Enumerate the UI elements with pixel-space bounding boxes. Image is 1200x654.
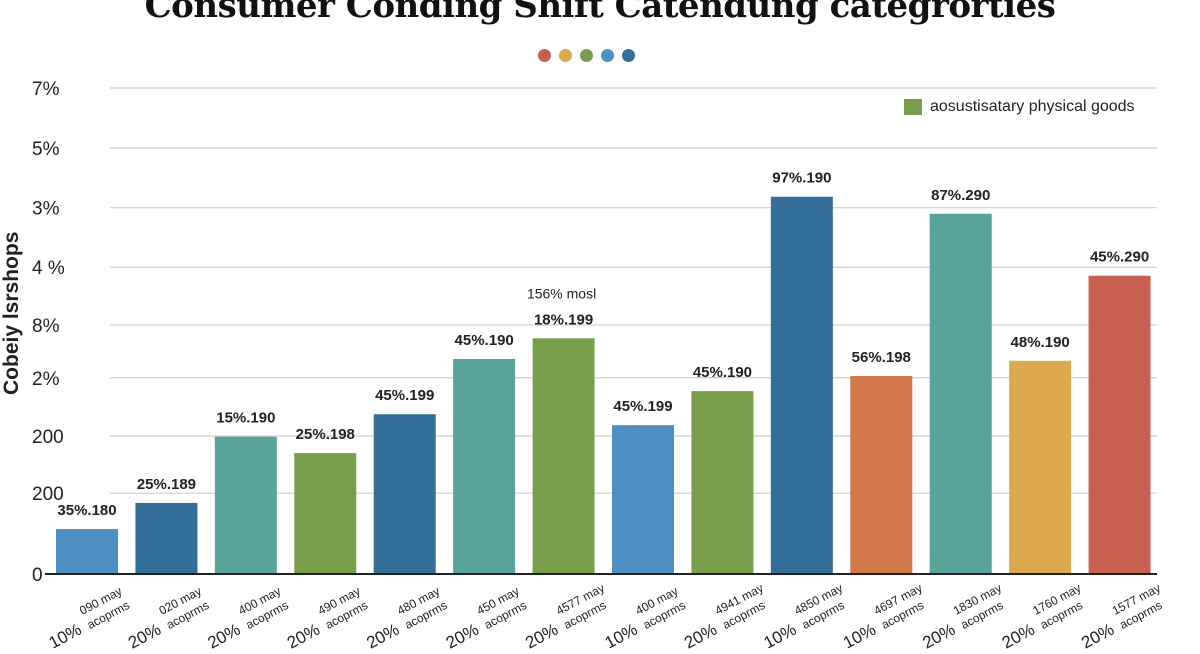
bar bbox=[532, 338, 595, 574]
y-tick-label: 7% bbox=[32, 79, 60, 100]
data-label: 56%.198 bbox=[852, 349, 911, 366]
x-tick-pct: 20% bbox=[1078, 620, 1117, 653]
bar bbox=[453, 358, 516, 574]
header-dot bbox=[538, 49, 551, 62]
data-label: 25%.189 bbox=[137, 476, 196, 493]
header-dots bbox=[538, 49, 635, 62]
x-tick-pct: 10% bbox=[602, 620, 641, 653]
header-dot bbox=[622, 49, 635, 62]
y-tick-label: 200 bbox=[32, 484, 64, 505]
x-tick-pct: 20% bbox=[443, 620, 482, 653]
bar bbox=[850, 375, 913, 574]
y-tick-label: 4 % bbox=[32, 258, 65, 279]
data-label: 45%.290 bbox=[1090, 249, 1149, 266]
data-label: 35%.180 bbox=[57, 502, 116, 519]
x-tick-pct: 20% bbox=[125, 620, 164, 653]
chart-title: Consumer Conding Shift Catendung categro… bbox=[144, 0, 1056, 26]
bar bbox=[612, 425, 674, 574]
header-dot bbox=[559, 49, 572, 62]
x-tick-pct: 10% bbox=[840, 620, 879, 653]
x-tick-pct: 20% bbox=[284, 620, 323, 653]
data-label: 25%.198 bbox=[296, 426, 355, 443]
x-tick-pct: 20% bbox=[363, 620, 402, 653]
y-tick-label: 3% bbox=[32, 199, 60, 220]
data-label: 48%.190 bbox=[1011, 334, 1070, 351]
bar bbox=[1088, 275, 1151, 574]
bar bbox=[1009, 360, 1072, 574]
y-tick-label: 5% bbox=[32, 139, 60, 160]
bar bbox=[929, 213, 992, 574]
data-label: 45%.199 bbox=[375, 387, 434, 404]
x-tick-pct: 20% bbox=[999, 620, 1038, 653]
data-label: 15%.190 bbox=[216, 410, 275, 427]
data-label: 87%.290 bbox=[931, 187, 990, 204]
x-tick-pct: 20% bbox=[205, 620, 244, 653]
data-label: 45%.190 bbox=[693, 364, 752, 381]
y-tick-label: 0 bbox=[32, 565, 43, 586]
header-dot bbox=[601, 49, 614, 62]
data-label: 45%.199 bbox=[613, 398, 672, 415]
y-tick-label: 200 bbox=[32, 427, 64, 448]
bar bbox=[294, 453, 357, 574]
bar bbox=[691, 391, 754, 574]
bar bbox=[214, 436, 277, 574]
legend: aosustisatary physical goods bbox=[904, 98, 1135, 116]
legend-swatch bbox=[904, 99, 922, 115]
data-label: 45%.190 bbox=[455, 332, 514, 349]
legend-label: aosustisatary physical goods bbox=[930, 98, 1135, 115]
bar bbox=[770, 196, 833, 574]
x-tick-pct: 20% bbox=[522, 620, 561, 653]
x-tick-pct: 10% bbox=[761, 620, 800, 653]
bar bbox=[373, 414, 436, 574]
data-label: 18%.199 bbox=[534, 311, 593, 328]
y-tick-label: 8% bbox=[32, 316, 60, 337]
header-dot bbox=[580, 49, 593, 62]
data-label: 97%.190 bbox=[772, 170, 831, 187]
x-tick-pct: 10% bbox=[46, 620, 85, 653]
x-tick-pct: 20% bbox=[681, 620, 720, 653]
annotation: 156% mosl bbox=[527, 285, 596, 301]
bar bbox=[135, 502, 198, 574]
y-tick-label: 2% bbox=[32, 369, 60, 390]
bar bbox=[56, 529, 118, 574]
x-tick-pct: 20% bbox=[919, 620, 958, 653]
